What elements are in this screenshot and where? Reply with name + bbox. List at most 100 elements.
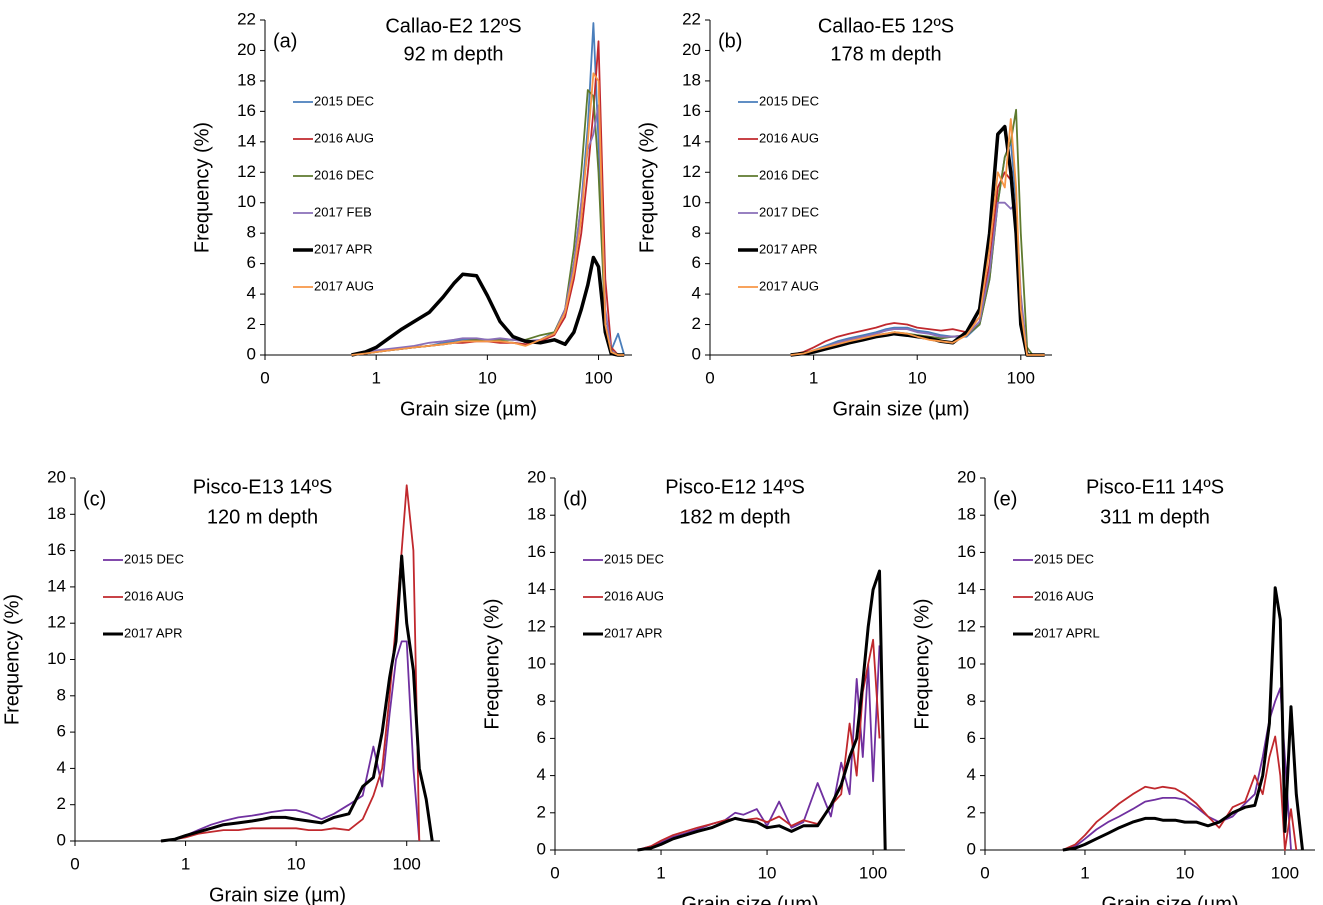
x-tick-label: 0 [980,863,989,882]
y-tick-label: 12 [237,162,256,181]
panel-label: (d) [563,488,587,510]
series-line [637,638,881,851]
y-tick-label: 6 [57,722,66,741]
series-line [1062,687,1292,851]
series-line [160,484,421,842]
x-tick-label: 1 [371,368,380,387]
x-tick-label: 10 [758,863,777,882]
x-axis-label: Grain size (µm) [1101,893,1238,905]
y-tick-label: 16 [957,542,976,561]
panel-label: (a) [273,30,297,52]
legend-label: 2017 APR [604,625,663,640]
x-tick-label: 100 [393,854,421,873]
legend-label: 2017 FEB [314,204,372,219]
legend-label: 2015 DEC [1034,551,1094,566]
panel-label: (e) [993,488,1017,510]
x-tick-label: 10 [478,368,497,387]
chart-subtitle: 182 m depth [679,506,790,528]
y-tick-label: 14 [682,131,701,150]
x-tick-label: 10 [908,368,927,387]
y-tick-label: 0 [247,344,256,363]
y-axis-label: Frequency (%) [911,598,933,729]
series-line [637,645,881,851]
series-line [160,554,434,843]
legend-label: 2016 AUG [1034,588,1094,603]
x-tick-label: 1 [656,863,665,882]
series-line [160,640,421,842]
chart-title: Pisco-E12 14ºS [665,476,805,498]
y-tick-label: 18 [237,70,256,89]
y-tick-label: 16 [237,101,256,120]
y-tick-label: 6 [967,728,976,747]
y-tick-label: 12 [527,616,546,635]
y-axis-label: Frequency (%) [1,594,23,725]
x-axis-label: Grain size (µm) [681,893,818,905]
series-line [351,72,625,356]
y-tick-label: 8 [247,223,256,242]
chart-title: Callao-E5 12ºS [818,15,954,37]
y-tick-label: 20 [47,467,66,486]
legend-label: 2017 AUG [759,278,819,293]
y-axis-label: Frequency (%) [481,598,503,729]
y-tick-label: 18 [527,505,546,524]
y-tick-label: 2 [247,314,256,333]
y-tick-label: 10 [47,649,66,668]
legend-label: 2016 AUG [314,130,374,145]
legend-label: 2017 APR [314,241,373,256]
series-line [790,171,1045,356]
series-line [351,104,625,356]
y-tick-label: 18 [957,505,976,524]
series-line [351,255,625,357]
panel-label: (c) [83,488,106,510]
y-tick-label: 12 [47,613,66,632]
y-tick-label: 8 [967,691,976,710]
x-tick-label: 0 [260,368,269,387]
legend-label: 2015 DEC [604,551,664,566]
y-tick-label: 0 [537,839,546,858]
chart-title: Pisco-E11 14ºS [1086,476,1224,498]
y-tick-label: 8 [692,223,701,242]
y-tick-label: 22 [237,9,256,28]
x-axis-label: Grain size (µm) [832,398,969,420]
x-tick-label: 100 [859,863,887,882]
y-tick-label: 2 [57,794,66,813]
y-tick-label: 10 [957,653,976,672]
series-line [790,201,1045,356]
x-tick-label: 0 [70,854,79,873]
y-tick-label: 10 [237,192,256,211]
y-tick-label: 10 [527,653,546,672]
series-line [790,118,1045,356]
x-tick-label: 1 [1080,863,1089,882]
y-tick-label: 20 [527,467,546,486]
y-tick-label: 4 [57,758,66,777]
x-tick-label: 0 [550,863,559,882]
y-tick-label: 0 [57,830,66,849]
chart-subtitle: 178 m depth [830,43,941,65]
legend-label: 2015 DEC [759,93,819,108]
x-axis-label: Grain size (µm) [209,884,346,905]
chart-subtitle: 120 m depth [207,506,318,528]
x-tick-label: 100 [1007,368,1035,387]
legend-label: 2017 APR [124,625,183,640]
y-tick-label: 16 [527,542,546,561]
legend-label: 2017 AUG [314,278,374,293]
x-tick-label: 10 [287,854,306,873]
legend-label: 2016 AUG [604,588,664,603]
y-tick-label: 0 [692,344,701,363]
legend-label: 2015 DEC [314,93,374,108]
y-tick-label: 2 [537,802,546,821]
x-tick-label: 0 [705,368,714,387]
y-tick-label: 10 [682,192,701,211]
x-tick-label: 1 [809,368,818,387]
y-tick-label: 4 [247,284,256,303]
y-tick-label: 4 [537,765,546,784]
y-tick-label: 8 [57,685,66,704]
series-line [637,569,887,852]
series-line [1062,586,1304,852]
legend-label: 2016 DEC [314,167,374,182]
legend-label: 2015 DEC [124,551,184,566]
y-tick-label: 12 [957,616,976,635]
legend-label: 2017 APR [759,241,818,256]
y-tick-label: 12 [682,162,701,181]
legend-label: 2016 DEC [759,167,819,182]
